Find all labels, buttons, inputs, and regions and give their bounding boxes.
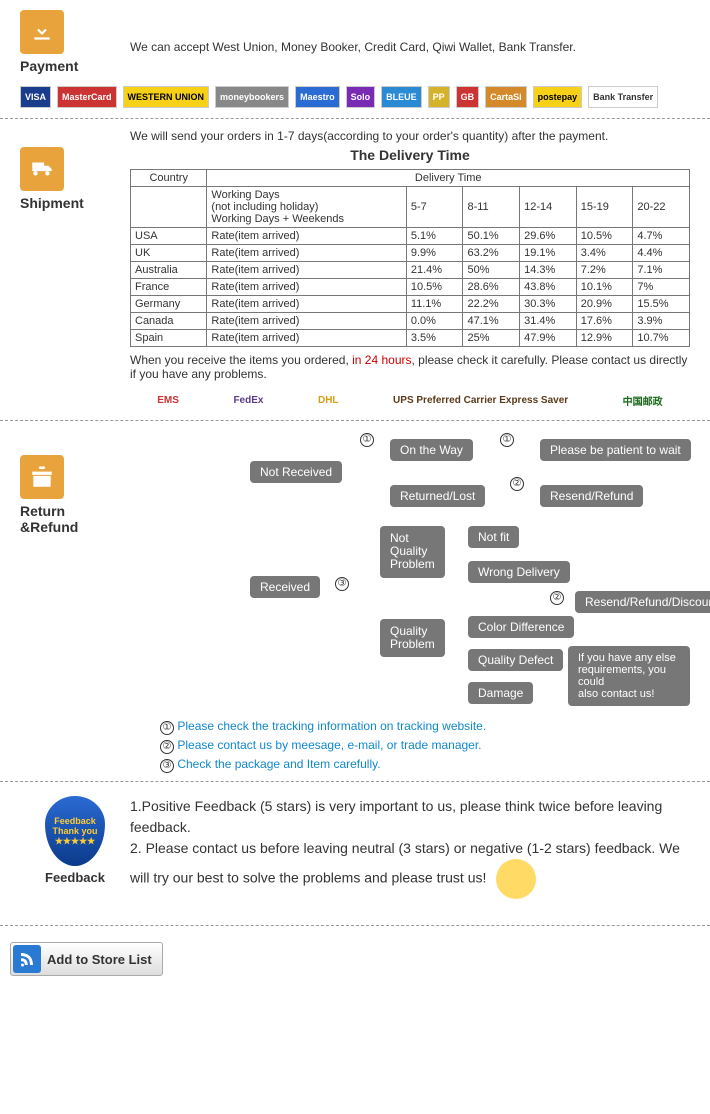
node-color: Color Difference (468, 616, 574, 638)
table-row: FranceRate(item arrived)10.5%28.6%43.8%1… (131, 279, 690, 296)
table-row: UKRate(item arrived)9.9%63.2%19.1%3.4%4.… (131, 245, 690, 262)
node-nqp: Not Quality Problem (380, 526, 445, 578)
node-wait: Please be patient to wait (540, 439, 691, 461)
table-row: CanadaRate(item arrived)0.0%47.1%31.4%17… (131, 313, 690, 330)
shipment-icon-block: Shipment (20, 129, 120, 410)
node-qp: Quality Problem (380, 619, 445, 657)
node-defect: Quality Defect (468, 649, 563, 671)
return-icon-block: Return &Refund (20, 431, 120, 711)
payment-logo: GB (456, 86, 480, 108)
payment-logo: MasterCard (57, 86, 117, 108)
payment-text: We can accept West Union, Money Booker, … (120, 10, 690, 54)
payment-logo: postepay (533, 86, 583, 108)
return-section: Return &Refund Not Received ① On the Way… (0, 421, 710, 782)
payment-icon-block: Payment (20, 10, 120, 74)
node-resend1: Resend/Refund (540, 485, 643, 507)
return-flowchart: Not Received ① On the Way ① Please be pa… (250, 431, 690, 711)
table-row: GermanyRate(item arrived)11.1%22.2%30.3%… (131, 296, 690, 313)
payment-logo: PP (428, 86, 450, 108)
carrier-logo: UPS Preferred Carrier Express Saver (387, 393, 574, 408)
table-row: USARate(item arrived)5.1%50.1%29.6%10.5%… (131, 228, 690, 245)
shipment-intro: We will send your orders in 1-7 days(acc… (130, 129, 690, 143)
payment-logo: VISA (20, 86, 51, 108)
carrier-logo: 中国邮政 (617, 391, 669, 410)
th-country: Country (131, 170, 207, 187)
node-wrong: Wrong Delivery (468, 561, 570, 583)
payment-logo: WESTERN UNION (123, 86, 210, 108)
payment-section: Payment We can accept West Union, Money … (0, 0, 710, 119)
payment-logo: Bank Transfer (588, 86, 658, 108)
node-returned: Returned/Lost (390, 485, 485, 507)
feedback-text: 1.Positive Feedback (5 stars) is very im… (130, 796, 690, 899)
shipment-section: Shipment We will send your orders in 1-7… (0, 119, 710, 421)
return-title: Return &Refund (20, 503, 120, 535)
store-button-label: Add to Store List (47, 952, 152, 967)
carrier-logo: EMS (151, 393, 185, 408)
node-not-fit: Not fit (468, 526, 519, 548)
download-icon (20, 10, 64, 54)
node-on-the-way: On the Way (390, 439, 473, 461)
shipment-note: When you receive the items you ordered, … (130, 353, 690, 381)
add-to-store-button[interactable]: Add to Store List (10, 942, 163, 976)
payment-title: Payment (20, 58, 120, 74)
shield-icon: Feedback Thank you★★★★★ (45, 796, 105, 866)
table-row: AustraliaRate(item arrived)21.4%50%14.3%… (131, 262, 690, 279)
payment-logo: moneybookers (215, 86, 289, 108)
delivery-table: Country Delivery Time Working Days (not … (130, 169, 690, 347)
payment-logo: Maestro (295, 86, 340, 108)
node-else: If you have any else requirements, you c… (568, 646, 690, 706)
table-row: SpainRate(item arrived)3.5%25%47.9%12.9%… (131, 330, 690, 347)
th-delivery: Delivery Time (207, 170, 690, 187)
shipment-title: Shipment (20, 195, 120, 211)
payment-logos: VISA MasterCard WESTERN UNIONmoneybookers M… (20, 86, 690, 108)
feedback-badge: Feedback Thank you★★★★★ Feedback (20, 796, 130, 899)
carrier-logo: DHL (312, 393, 345, 408)
thinking-emoji-icon (496, 859, 536, 899)
gift-icon (20, 455, 64, 499)
wd-cell: Working Days (not including holiday) Wor… (207, 187, 406, 228)
payment-logo: Solo (346, 86, 376, 108)
node-not-received: Not Received (250, 461, 342, 483)
rss-icon (13, 945, 41, 973)
feedback-section: Feedback Thank you★★★★★ Feedback 1.Posit… (0, 782, 710, 919)
node-received: Received (250, 576, 320, 598)
payment-logo: BLEUE (381, 86, 422, 108)
node-damage: Damage (468, 682, 533, 704)
node-resend2: Resend/Refund/Discount (575, 591, 710, 613)
carrier-logos: EMS FedEx DHL UPS Preferred Carrier Express… (130, 391, 690, 410)
payment-logo: CartaSi (485, 86, 527, 108)
carrier-logo: FedEx (227, 393, 269, 408)
return-tips: ① Please check the tracking information … (160, 719, 690, 773)
truck-icon (20, 147, 64, 191)
delivery-table-title: The Delivery Time (130, 147, 690, 163)
